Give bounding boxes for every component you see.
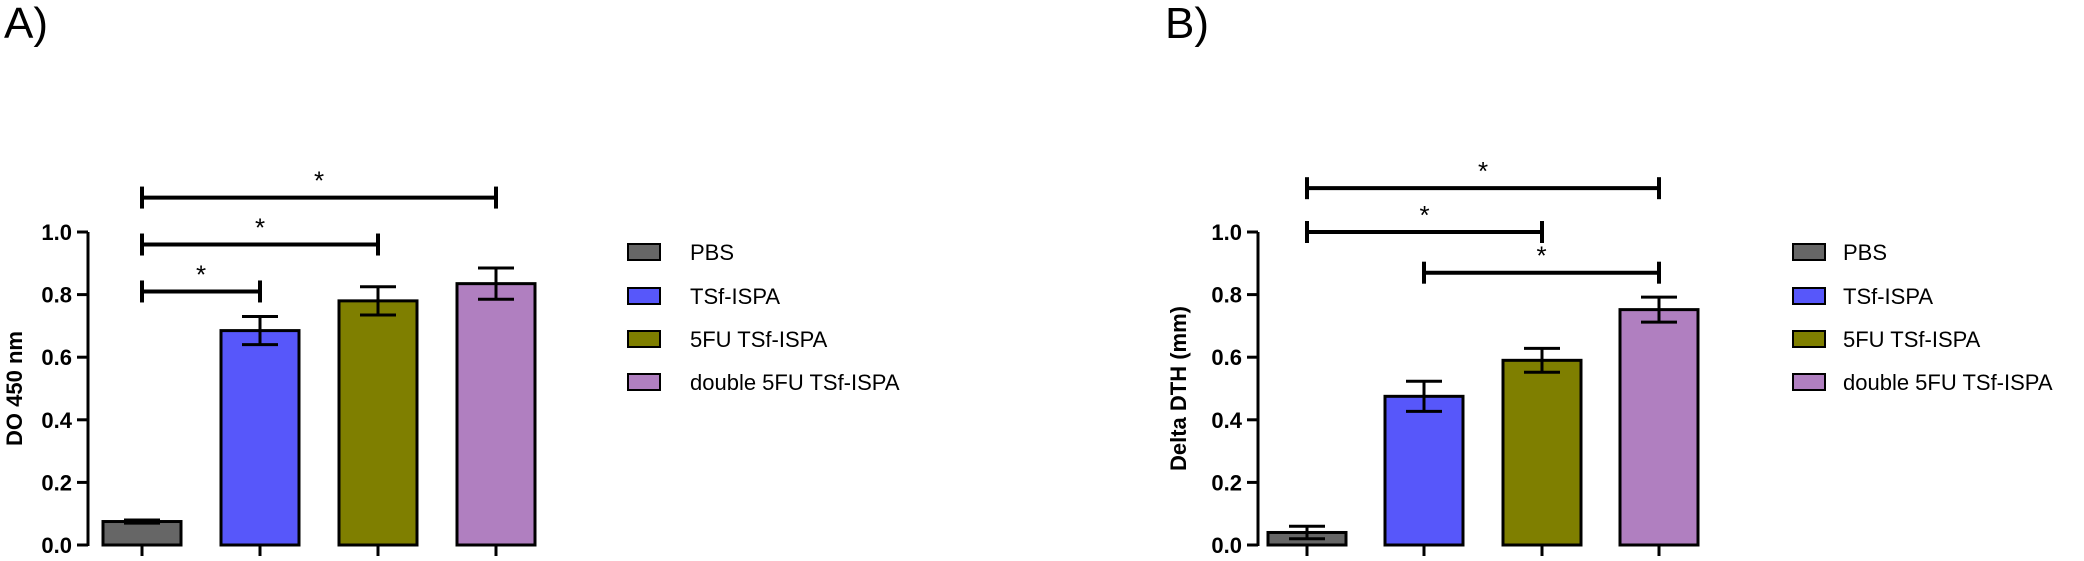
bar [1501,358,1583,547]
y-tick-label: 0.8 [1211,283,1242,308]
y-tick-label: 0.6 [41,345,72,370]
significance-label: * [1536,241,1546,271]
legend-swatch [627,287,661,305]
y-tick-label: 1.0 [41,220,72,245]
bar [219,329,301,547]
bar [455,282,537,547]
legend-label: PBS [690,240,734,265]
legend-swatch [1792,373,1826,391]
y-axis-label: Delta DTH (mm) [1166,306,1191,471]
y-tick-label: 0.4 [1211,408,1242,433]
significance-label: * [314,166,324,196]
panel-label: A) [4,0,48,48]
y-tick-label: 0.0 [41,533,72,556]
significance-label: * [255,213,265,243]
bar [1383,394,1465,547]
significance-label: * [196,259,206,289]
legend-label: 5FU TSf-ISPA [1843,327,1981,352]
panel-label: B) [1165,0,1209,48]
legend-swatch [627,373,661,391]
legend-label: double 5FU TSf-ISPA [690,370,900,395]
legend-label: PBS [1843,240,1887,265]
y-tick-label: 0.6 [1211,345,1242,370]
y-tick-label: 0.2 [41,470,72,495]
legend-label: TSf-ISPA [1843,284,1933,309]
legend-swatch [627,243,661,261]
significance-label: * [1478,156,1488,186]
y-tick-label: 0.0 [1211,533,1242,556]
bar [1618,308,1700,547]
y-tick-label: 0.8 [41,283,72,308]
legend-swatch [627,330,661,348]
bar [101,520,183,547]
legend-swatch [1792,243,1826,261]
y-tick-label: 1.0 [1211,220,1242,245]
chart-panel-1: A) 0.0 0.2 0.4 0.6 0.8 1.0 DO 450 nm * * * PBS TSf-I… [2,0,900,558]
legend-swatch [1792,330,1826,348]
y-tick-label: 0.4 [41,408,72,433]
significance-label: * [1419,200,1429,230]
y-axis-label: DO 450 nm [2,331,27,446]
legend-label: 5FU TSf-ISPA [690,327,828,352]
legend-swatch [1792,287,1826,305]
legend-label: TSf-ISPA [690,284,780,309]
chart-panel-2: B) 0.0 0.2 0.4 0.6 0.8 1.0 Delta DTH (mm) * * * PBS… [1165,0,2053,558]
bar [337,299,419,547]
legend-label: double 5FU TSf-ISPA [1843,370,2053,395]
y-tick-label: 0.2 [1211,470,1242,495]
